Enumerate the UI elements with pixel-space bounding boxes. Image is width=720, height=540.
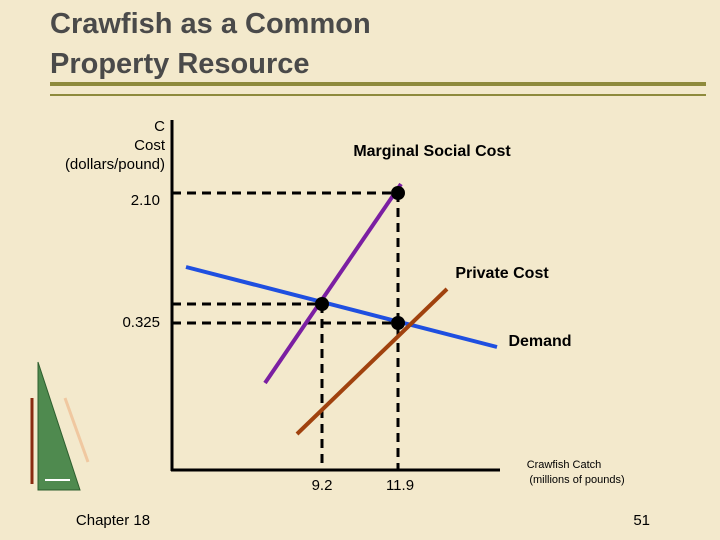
demand-curve	[185, 265, 498, 349]
x-tick-label: 9.2	[312, 477, 333, 494]
footer-chapter: Chapter 18	[76, 512, 150, 529]
y-axis-label: (dollars/pound)	[65, 156, 165, 173]
x-axis-label: Crawfish Catch	[527, 459, 602, 471]
point	[391, 316, 405, 330]
curve-label: Marginal Social Cost	[353, 143, 511, 160]
x-tick-label: 11.9	[386, 477, 414, 494]
point	[315, 297, 329, 311]
curve-label: Demand	[508, 333, 571, 350]
y-tick-label: 2.10	[131, 192, 160, 209]
x-axis-label: (millions of pounds)	[529, 474, 624, 486]
decor-icon	[63, 397, 90, 463]
private-cost-curve	[295, 287, 449, 436]
title-line: Crawfish as a Common	[50, 8, 371, 40]
footer-page: 51	[633, 512, 650, 529]
y-axis-label: C	[154, 118, 165, 135]
y-tick-label: 0.325	[122, 314, 160, 331]
title-line: Property Resource	[50, 48, 310, 80]
curve-label: Private Cost	[455, 265, 549, 282]
y-axis-label: Cost	[134, 137, 166, 154]
point	[391, 186, 405, 200]
msc-curve	[263, 182, 403, 385]
decor-icon	[37, 361, 81, 491]
